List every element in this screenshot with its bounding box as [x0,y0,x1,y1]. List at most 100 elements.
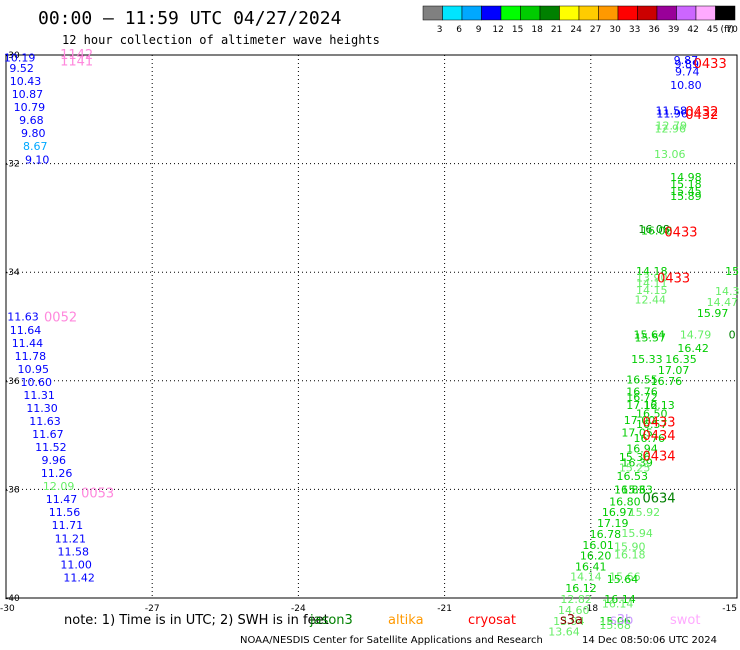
wave-height-point: 15.94 [621,527,653,540]
pass-time-marker: 1142 [60,48,93,63]
wave-height-point: 15.64 [607,573,639,586]
wave-height-point: 15.06 [599,615,631,628]
colorbar-tick: 12 [492,25,503,35]
wave-height-point: 16.53 [616,470,648,483]
wave-height-point: 11.52 [35,441,67,454]
wave-height-point: 13.94 [553,615,585,628]
colorbar-swatch [715,5,736,21]
x-tick-label: -30 [0,604,15,614]
wave-height-point: 10.60 [20,376,52,389]
wave-height-point: 11.42 [63,571,95,584]
wave-height-point: 11.56 [49,506,81,519]
wave-height-point: 16.35 [665,353,697,366]
wave-height-point: 16.41 [575,561,607,574]
x-tick-label: -18 [583,604,598,614]
colorbar-tick: 42 [687,25,698,35]
pass-time-marker: 0634 [642,492,675,507]
wave-height-point: 15.92 [629,506,661,519]
colorbar-tick: 6 [456,25,462,35]
wave-height-point: 10.80 [670,79,702,92]
colorbar-tick: 15 [512,25,523,35]
pass-time-marker: 0432 [685,105,718,120]
wave-height-point: 15.64 [634,329,666,342]
wave-height-point: 10.95 [18,363,50,376]
colorbar-tick: 9 [476,25,482,35]
wave-height-point: 16.20 [580,550,612,563]
chart-title: 00:00 — 11:59 UTC 04/27/2024 [38,8,342,29]
colorbar-tick: 36 [648,25,660,35]
x-tick-label: -24 [291,604,306,614]
wave-height-point: 15.97 [697,307,729,320]
y-tick-label: -36 [5,377,20,387]
wave-height-point: 12.96 [654,122,686,135]
wave-height-point: 16.12 [565,582,597,595]
wave-height-point: 12.09 [43,480,75,493]
colorbar-tick: 21 [551,25,562,35]
wave-height-point: 15.90 [614,540,646,553]
wave-height-point: 8.67 [23,140,48,153]
wave-height-point: 16.14 [604,593,636,606]
wave-height-point: 14.11 [636,277,668,290]
y-tick-label: -34 [5,268,20,278]
wave-height-point: 9.80 [21,127,46,140]
y-tick-label: -32 [5,160,20,170]
wave-height-point: 11.26 [41,467,73,480]
wave-height-point: 11.47 [46,493,78,506]
pass-time-marker: 0052 [44,311,77,326]
wave-height-point: 16.55 [626,374,658,387]
wave-height-point: 16.76 [634,432,666,445]
mission-legend-cryosat: cryosat [468,613,516,628]
footer-credit: NOAA/NESDIS Center for Satellite Applica… [240,635,543,646]
wave-height-point: 16.14 [602,597,634,610]
colorbar-tick: 33 [629,25,640,35]
wave-height-point: 11.21 [55,532,87,545]
colorbar-tick-labels: 3 6 9 12 15 18 21 24 27 30 33 36 39 42 45 70(ft) [437,25,738,35]
wave-height-point: 9.74 [675,65,700,78]
wave-height-point: 9.10 [25,153,50,166]
wave-height-point: 16.83 [614,483,646,496]
colorbar-tick: 45 [707,25,718,35]
pass-time-marker: 0053 [81,487,114,502]
wave-height-point: 15.18 [670,178,702,191]
mission-legend-swot: swot [670,613,701,628]
wave-height-point: 14.98 [670,171,702,184]
footnote: note: 1) Time is in UTC; 2) SWH is in fe… [64,613,329,628]
colorbar-tick: 27 [590,25,601,35]
wave-height-point: 15.45 [670,185,702,198]
colorbar-tick: 3 [437,25,443,35]
wave-height-point: 11.58 [58,545,90,558]
wave-height-point: 16.39 [621,456,653,469]
wave-height-point: 17.19 [597,517,629,530]
y-tick-label: -38 [5,485,20,495]
wave-height-point: 11.71 [52,519,84,532]
colorbar-tick: 70 [726,25,738,35]
pass-time-marker: 0433 [694,57,727,72]
colorbar-tick: 24 [570,25,582,35]
wave-height-point: 11.67 [32,428,64,441]
wave-height-point: 13.90 [636,272,668,285]
wave-height-point: 16.18 [614,549,646,562]
wave-height-point: 11.64 [10,324,42,337]
mission-legend-jason3: jason3 [310,613,353,628]
wave-height-point: 15.63 [621,483,653,496]
x-tick-label: -27 [145,604,160,614]
wave-height-point: 12.44 [635,293,667,306]
wave-height-point: 0 [729,329,736,342]
wave-height-point: 16.80 [609,495,641,508]
plot-frame [5,54,738,599]
wave-height-point: 14.3 [715,285,740,298]
wave-height-point: 12.82 [560,593,592,606]
wave-height-point: 16.50 [636,407,668,420]
wave-height-point: 15 [725,265,739,278]
wave-height-point: 16.01 [582,539,614,552]
footer-timestamp: 14 Dec 08:50:06 UTC 2024 [582,635,717,646]
pass-time-marker: 0433 [657,272,690,287]
wave-height-point: 16.76 [651,375,683,388]
wave-height-point: 14.14 [570,570,602,583]
chart-subtitle: 12 hour collection of altimeter wave hei… [62,33,380,47]
pass-time-marker: 0434 [642,450,675,465]
x-tick-label: -21 [437,604,452,614]
wave-height-point: 14.18 [636,265,668,278]
wave-height-point: 9.96 [42,454,67,467]
